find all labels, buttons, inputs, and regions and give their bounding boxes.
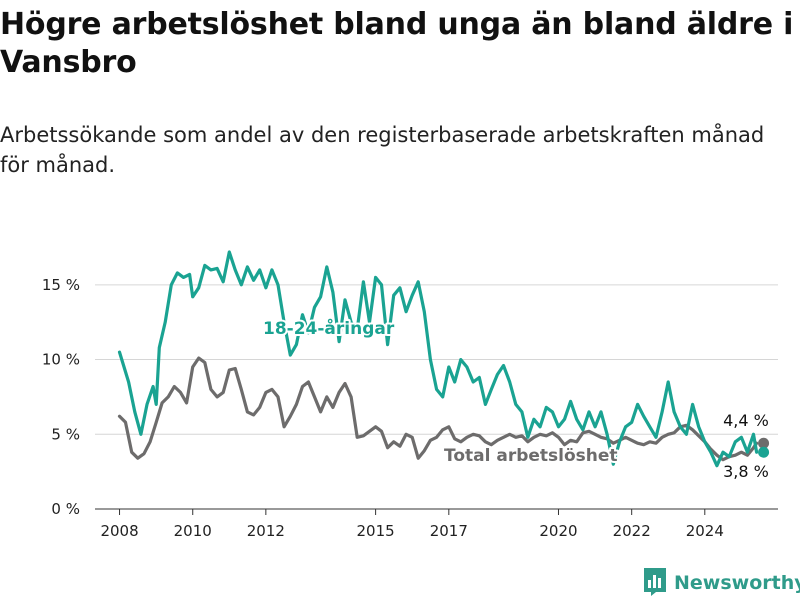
end-marker-youth bbox=[758, 446, 770, 458]
x-tick-label: 2022 bbox=[613, 522, 651, 540]
chart-title: Högre arbetslöshet bland unga än bland ä… bbox=[0, 7, 794, 80]
y-tick-label: 0 % bbox=[51, 500, 80, 518]
x-ticks: 2008 2010 2012 2015 2017 2020 2022 2024 bbox=[100, 509, 724, 540]
series-label-youth: 18-24-åringar bbox=[263, 317, 395, 339]
x-tick-label: 2010 bbox=[174, 522, 212, 540]
gridlines bbox=[95, 284, 778, 435]
series-line-total bbox=[117, 356, 759, 462]
x-tick-label: 2012 bbox=[247, 522, 285, 540]
y-tick-label: 5 % bbox=[51, 425, 80, 443]
y-tick-labels: 0 % 5 % 10 % 15 % bbox=[42, 276, 80, 518]
end-labels: 4,4 % 3,8 % bbox=[723, 411, 769, 481]
end-markers bbox=[758, 437, 770, 458]
x-tick-label: 2020 bbox=[539, 522, 577, 540]
brand-name: Newsworthy bbox=[674, 572, 800, 594]
bar-chart-logo-icon bbox=[642, 566, 668, 600]
series-line-youth bbox=[117, 250, 759, 468]
newsworthy-logo[interactable]: Newsworthy bbox=[642, 567, 800, 599]
x-tick-label: 2024 bbox=[686, 522, 724, 540]
x-tick-label: 2008 bbox=[100, 522, 138, 540]
y-tick-label: 10 % bbox=[42, 351, 80, 369]
series-lines bbox=[117, 250, 759, 468]
y-tick-label: 15 % bbox=[42, 276, 80, 294]
x-tick-label: 2015 bbox=[357, 522, 395, 540]
end-marker-total bbox=[758, 437, 770, 449]
series-labels: 18-24-åringar Total arbetslöshet bbox=[261, 315, 620, 468]
series-label-total: Total arbetslöshet bbox=[444, 446, 618, 466]
end-label-total: 4,4 % bbox=[723, 411, 769, 430]
x-tick-label: 2017 bbox=[430, 522, 468, 540]
end-label-youth: 3,8 % bbox=[723, 462, 769, 481]
chart-subtitle: Arbetssökande som andel av den registerb… bbox=[0, 123, 765, 177]
